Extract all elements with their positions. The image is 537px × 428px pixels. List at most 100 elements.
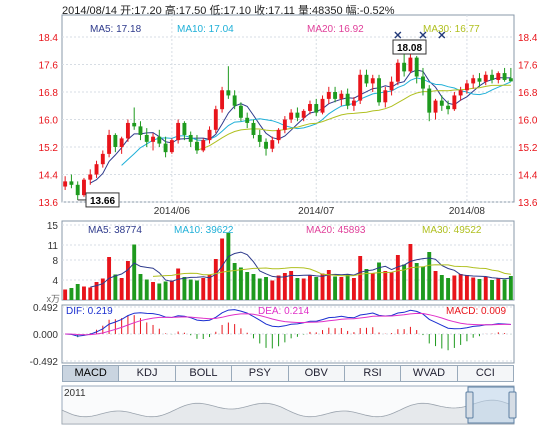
candle-body [496, 73, 501, 80]
price-tick-right: 16.0 [518, 116, 537, 127]
volume-legend-ma30: MA30: 49522 [422, 225, 482, 236]
candle-body [314, 104, 319, 113]
candle-body [270, 140, 275, 149]
candle-body [226, 90, 231, 96]
volume-bar [308, 275, 312, 300]
min-label: 13.66 [90, 196, 115, 207]
tab-macd[interactable]: MACD [63, 366, 120, 381]
price-tick-right: 17.6 [518, 61, 537, 72]
volume-bar [245, 272, 250, 300]
candle-body [63, 181, 68, 187]
tab-cci[interactable]: CCI [457, 366, 513, 381]
volume-bar [132, 244, 137, 300]
price-tick-left: 16.8 [39, 88, 59, 99]
volume-bar [176, 268, 181, 300]
volume-bar [496, 278, 501, 300]
candle-body [483, 74, 488, 82]
candle-body [339, 93, 344, 99]
volume-bar [358, 256, 363, 300]
price-legend-ma10: MA10: 17.04 [177, 24, 234, 35]
candle-body [370, 78, 375, 84]
volume-bar [157, 283, 162, 300]
candle-body [408, 57, 413, 72]
volume-bar [289, 271, 294, 300]
volume-bar [282, 273, 287, 300]
volume-bar [502, 279, 507, 300]
candle-body [257, 134, 262, 142]
candle-body [182, 122, 187, 135]
min-label-box [85, 192, 120, 208]
volume-bar [226, 232, 231, 300]
price-date-tick: 2014/06 [154, 206, 191, 217]
candle-body [464, 83, 469, 91]
candle-body [220, 90, 225, 110]
macd-legend-dea: DEA: 0.214 [258, 306, 310, 317]
quote-change: -0.52% [359, 5, 395, 17]
price-tick-left: 14.4 [39, 171, 59, 182]
volume-bar [345, 274, 350, 300]
candle-body [458, 90, 463, 96]
volume-bar [414, 263, 419, 300]
volume-bar [320, 273, 325, 300]
candle-body [351, 100, 356, 106]
tab-kdj[interactable]: KDJ [119, 366, 176, 381]
volume-bar [182, 277, 187, 300]
candle-body [163, 143, 168, 153]
price-tick-left: 18.4 [39, 33, 59, 44]
quote-low: 17.10 [223, 5, 252, 17]
candle-body [119, 138, 124, 147]
price-tick-right: 13.6 [518, 198, 537, 209]
candle-body [188, 134, 193, 142]
volume-bar [446, 278, 451, 300]
price-tick-right: 18.4 [518, 33, 537, 44]
tab-rsi[interactable]: RSI [344, 366, 402, 381]
volume-bar [333, 276, 338, 300]
volume-bar [88, 287, 93, 300]
volume-unit: x万 [46, 294, 60, 304]
candle-body [414, 57, 419, 77]
candle-body [345, 93, 350, 106]
volume-bar [326, 270, 331, 300]
candle-body [75, 184, 80, 196]
candle-body [289, 112, 294, 120]
candle-body [201, 140, 206, 151]
tab-psy[interactable]: PSY [232, 366, 289, 381]
candle-body [477, 78, 482, 82]
candle-body [439, 100, 444, 106]
volume-bar [119, 278, 124, 300]
volume-legend-ma5: MA5: 38774 [88, 225, 142, 236]
candle-body [113, 134, 118, 147]
volume-bar [421, 266, 425, 300]
candle-body [207, 129, 212, 141]
volume-bar [94, 282, 99, 300]
candle-body [389, 81, 394, 91]
tab-obv[interactable]: OBV [288, 366, 345, 381]
candle-body [395, 62, 400, 82]
candle-body [282, 119, 287, 130]
tab-wvad[interactable]: WVAD [401, 366, 458, 381]
volume-bar [477, 279, 482, 300]
tab-boll[interactable]: BOLL [175, 366, 233, 381]
volume-ma30-line [152, 264, 511, 277]
macd-dea-line [65, 312, 511, 336]
volume-bar [125, 261, 130, 300]
candle-body [169, 140, 174, 153]
candle-body [276, 129, 281, 141]
candle-body [195, 141, 199, 151]
candle-body [138, 126, 143, 135]
volume-bar [169, 280, 174, 300]
volume-tick: 4 [52, 276, 58, 287]
candle-body [157, 136, 162, 144]
navigator-left-handle[interactable] [465, 391, 474, 419]
navigator-right-handle[interactable] [508, 391, 517, 419]
price-legend-ma5: MA5: 17.18 [90, 24, 142, 35]
volume-bar [207, 274, 212, 300]
candle-body [213, 109, 218, 130]
volume-bar [144, 279, 149, 300]
event-marker-icon [394, 31, 402, 39]
volume-bar [439, 275, 444, 300]
volume-bar [314, 277, 319, 300]
volume-bar [238, 267, 243, 300]
